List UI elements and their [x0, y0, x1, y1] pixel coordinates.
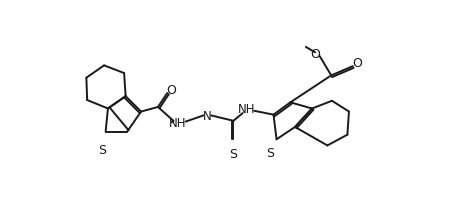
- Text: N: N: [203, 110, 212, 123]
- Text: S: S: [99, 144, 107, 157]
- Text: S: S: [229, 148, 237, 161]
- Text: O: O: [352, 57, 362, 70]
- Text: NH: NH: [238, 103, 255, 116]
- Text: NH: NH: [169, 117, 187, 130]
- Text: S: S: [266, 147, 274, 160]
- Text: O: O: [166, 84, 176, 96]
- Text: O: O: [310, 48, 320, 61]
